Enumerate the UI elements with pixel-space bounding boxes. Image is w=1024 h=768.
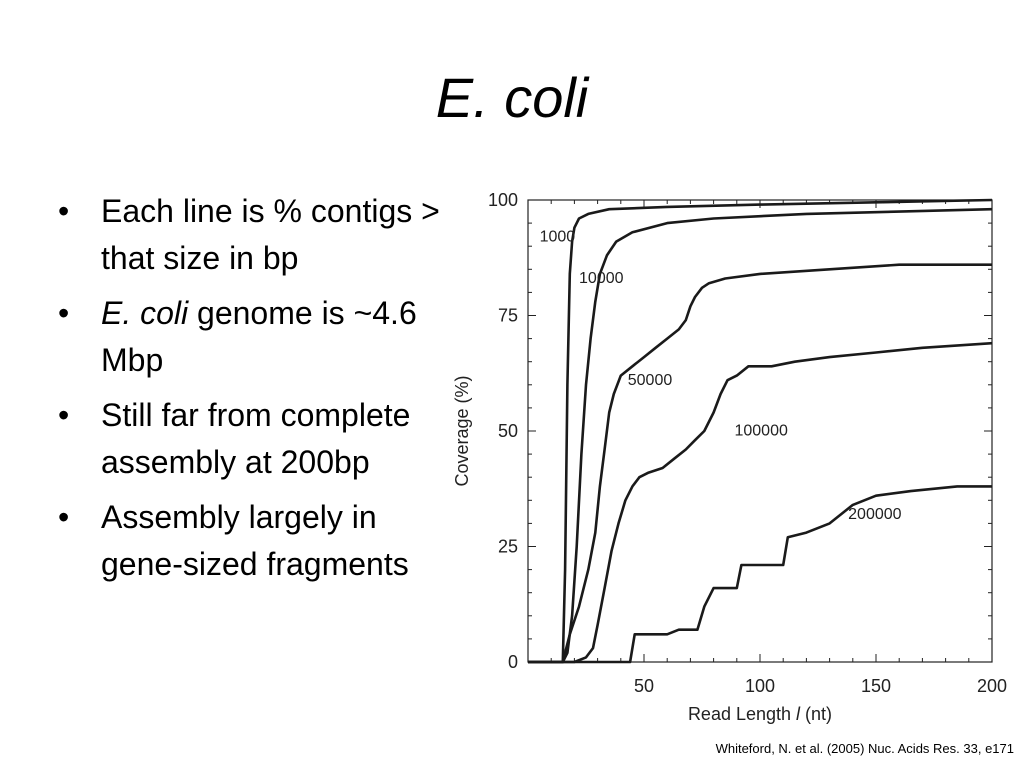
x-axis-label-variable: l bbox=[796, 704, 801, 724]
bullet-text: Each line is % contigs > that size in bp bbox=[101, 193, 440, 276]
x-tick-label: 150 bbox=[861, 676, 891, 696]
series-line-1000 bbox=[528, 198, 993, 664]
series-line-200000 bbox=[528, 485, 992, 664]
series-line-100000 bbox=[528, 341, 993, 664]
x-axis-label-prefix: Read Length bbox=[688, 704, 796, 724]
citation: Whiteford, N. et al. (2005) Nuc. Acids R… bbox=[715, 741, 1014, 756]
x-axis-label: Read Length l (nt) bbox=[688, 704, 832, 724]
y-tick-label: 75 bbox=[498, 306, 518, 326]
coverage-chart: 50 100 150 200 0 25 50 75 100 1000 10000 50000 10000… bbox=[452, 190, 1007, 724]
series-line-50000 bbox=[528, 263, 992, 664]
bullet-list: • Each line is % contigs > that size in … bbox=[56, 188, 456, 596]
series-label-200000: 200000 bbox=[848, 506, 901, 523]
series-label-50000: 50000 bbox=[628, 372, 673, 389]
x-tick-label: 100 bbox=[745, 676, 775, 696]
bullet-italic: E. coli bbox=[101, 295, 189, 331]
series-label-100000: 100000 bbox=[734, 423, 787, 440]
series-label-10000: 10000 bbox=[579, 270, 624, 287]
y-axis-label: Coverage (%) bbox=[452, 375, 472, 486]
bullet-text: Still far from complete assembly at 200b… bbox=[101, 397, 411, 480]
bullet-text: genome is ~4.6 Mbp bbox=[101, 295, 417, 378]
series-line-10000 bbox=[528, 207, 993, 664]
chart-plot-layer: 50 100 150 200 0 25 50 75 100 1000 10000 50000 10000… bbox=[488, 190, 1007, 696]
bullet-item: • E. coli genome is ~4.6 Mbp bbox=[56, 290, 456, 384]
x-tick-label: 50 bbox=[634, 676, 654, 696]
slide-title: E. coli bbox=[435, 66, 589, 129]
x-axis-label-suffix: (nt) bbox=[800, 704, 832, 724]
bullet-dot-icon: • bbox=[58, 397, 70, 433]
bullet-item: • Each line is % contigs > that size in … bbox=[56, 188, 456, 282]
bullet-text: Assembly largely in gene-sized fragments bbox=[101, 499, 409, 582]
bullet-item: • Assembly largely in gene-sized fragmen… bbox=[56, 494, 456, 588]
y-tick-label: 25 bbox=[498, 537, 518, 557]
x-tick-label: 200 bbox=[977, 676, 1007, 696]
y-tick-label: 0 bbox=[508, 652, 518, 672]
series-label-1000: 1000 bbox=[540, 229, 576, 246]
y-tick-label: 100 bbox=[488, 190, 518, 210]
bullet-dot-icon: • bbox=[58, 295, 70, 331]
y-tick-label: 50 bbox=[498, 421, 518, 441]
bullet-dot-icon: • bbox=[58, 193, 70, 229]
bullet-item: • Still far from complete assembly at 20… bbox=[56, 392, 456, 486]
bullet-dot-icon: • bbox=[58, 499, 70, 535]
